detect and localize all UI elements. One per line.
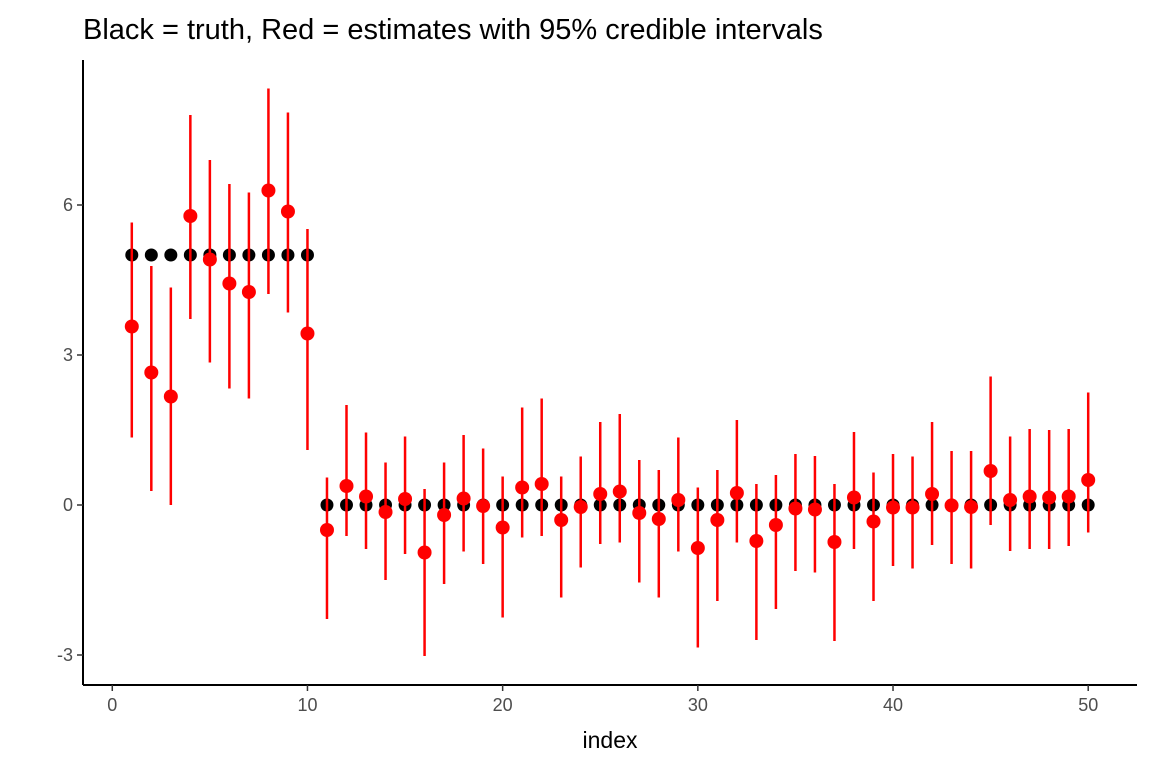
x-tick-label: 20	[493, 695, 513, 715]
estimate-point	[202, 252, 217, 267]
estimate-point	[1081, 473, 1096, 487]
estimate-point	[651, 512, 666, 526]
estimate-point	[1022, 489, 1037, 504]
estimate-point	[300, 326, 315, 341]
estimate-point	[359, 489, 374, 504]
estimate-point	[378, 505, 393, 519]
estimate-point	[593, 487, 608, 501]
estimate-point	[183, 209, 198, 223]
estimate-point	[632, 506, 647, 520]
estimate-point	[905, 500, 920, 515]
y-tick-label: 6	[63, 195, 73, 215]
y-tick-label: -3	[57, 645, 73, 665]
estimate-point	[456, 491, 471, 506]
estimate-point	[1003, 493, 1018, 507]
estimate-point	[417, 545, 432, 560]
estimate-point	[1061, 489, 1076, 504]
estimate-point	[788, 501, 803, 516]
estimate-point	[163, 389, 178, 404]
estimate-point	[886, 500, 901, 515]
estimate-point	[807, 502, 822, 517]
estimate-point	[124, 319, 139, 334]
x-axis-title: index	[583, 727, 638, 753]
estimate-point	[612, 484, 627, 499]
estimate-point	[964, 500, 979, 514]
estimate-point	[495, 520, 510, 535]
estimate-point	[768, 518, 783, 532]
estimate-point	[1042, 490, 1057, 505]
x-tick-label: 50	[1078, 695, 1098, 715]
estimate-point	[846, 490, 861, 505]
x-tick-label: 0	[107, 695, 117, 715]
estimate-point	[261, 183, 276, 198]
estimate-point	[671, 493, 686, 507]
y-tick-label: 0	[63, 495, 73, 515]
x-tick-label: 30	[688, 695, 708, 715]
truth-point	[164, 248, 178, 262]
estimate-point	[554, 513, 569, 527]
estimate-point	[729, 486, 744, 500]
truth-point	[144, 248, 158, 262]
estimate-point	[749, 534, 764, 548]
estimate-point	[983, 464, 998, 478]
estimate-point	[925, 487, 940, 501]
axes: -3 0 3 6 0 10 20 30 40 50	[57, 195, 1098, 715]
estimate-point	[827, 535, 842, 549]
chart-marks	[124, 88, 1096, 656]
estimate-point	[690, 541, 705, 555]
estimate-point	[476, 499, 491, 513]
y-tick-label: 3	[63, 345, 73, 365]
estimate-point	[573, 500, 588, 514]
estimate-point	[339, 479, 354, 493]
estimate-point	[437, 508, 452, 522]
x-tick-label: 10	[297, 695, 317, 715]
x-tick-label: 40	[883, 695, 903, 715]
estimate-point	[398, 492, 413, 506]
estimate-point	[280, 204, 295, 219]
chart-title: Black = truth, Red = estimates with 95% …	[83, 14, 823, 46]
estimate-point	[319, 523, 334, 537]
estimate-point	[944, 498, 959, 513]
estimate-point	[222, 276, 237, 291]
estimate-point	[710, 513, 725, 527]
estimate-point	[534, 477, 549, 491]
estimate-point	[241, 285, 256, 299]
estimate-point	[144, 365, 159, 380]
estimate-point	[515, 480, 530, 495]
estimate-point	[866, 514, 881, 529]
